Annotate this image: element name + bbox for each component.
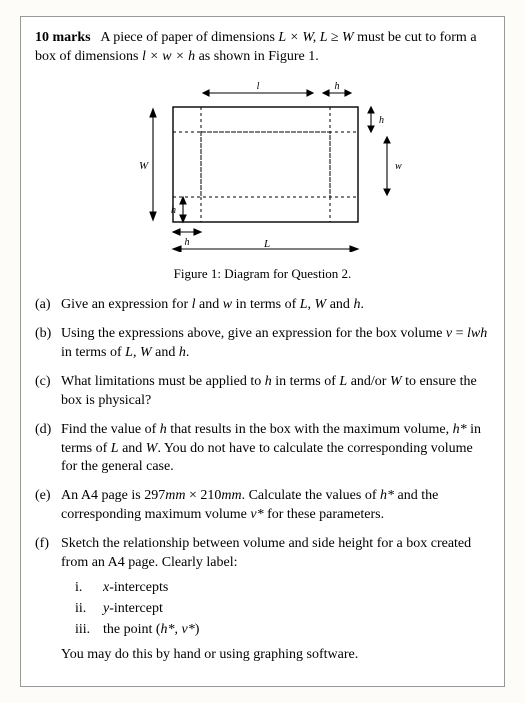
part-text: An A4 page is 297mm × 210mm. Calculate t…: [61, 488, 438, 522]
intro-dim2: l × w × h: [142, 49, 195, 64]
part-label: (f): [35, 535, 49, 554]
part-text: Sketch the relationship between volume a…: [61, 536, 471, 570]
part-label: (e): [35, 487, 51, 506]
roman-item: ii. y-intercept: [75, 600, 490, 619]
part-text: Using the expressions above, give an exp…: [61, 326, 487, 360]
roman-item: i. x-intercepts: [75, 579, 490, 598]
part-label: (b): [35, 325, 51, 344]
part-item: (d) Find the value of h that results in t…: [35, 421, 490, 478]
intro-text-3: as shown in Figure 1.: [195, 49, 319, 64]
fig-label-h-right: h: [379, 115, 384, 126]
part-item: (e) An A4 page is 297mm × 210mm. Calculat…: [35, 487, 490, 525]
part-label: (d): [35, 421, 51, 440]
roman-label: i.: [75, 579, 82, 598]
fig-inner-rect: [201, 132, 330, 197]
intro-text-1: A piece of paper of dimensions: [100, 30, 278, 45]
roman-text: x-intercepts: [103, 580, 168, 595]
fig-label-h-bl: h: [171, 205, 176, 216]
roman-item: iii. the point (h*, v*): [75, 621, 490, 640]
intro-dim1: L × W: [278, 30, 312, 45]
fig-label-h-bot: h: [184, 237, 189, 248]
roman-text: the point (h*, v*): [103, 622, 199, 637]
roman-text: y-intercept: [103, 601, 163, 616]
roman-label: iii.: [75, 621, 90, 640]
part-closing: You may do this by hand or using graphin…: [61, 646, 490, 665]
part-label: (c): [35, 373, 51, 392]
part-item: (a) Give an expression for l and w in ter…: [35, 296, 490, 315]
part-item: (f) Sketch the relationship between volum…: [35, 535, 490, 664]
fig-label-h-top: h: [334, 81, 339, 92]
figure-1: l h h w: [35, 77, 490, 259]
roman-list: i. x-intercepts ii. y-intercept iii. the poin…: [75, 579, 490, 640]
fig-label-w-right: w: [395, 161, 402, 172]
parts-list: (a) Give an expression for l and w in ter…: [35, 296, 490, 664]
marks-label: 10 marks: [35, 30, 91, 45]
roman-label: ii.: [75, 600, 86, 619]
question-intro: 10 marks A piece of paper of dimensions …: [35, 29, 490, 67]
intro-cond: , L ≥ W: [313, 30, 354, 45]
part-item: (b) Using the expressions above, give an …: [35, 325, 490, 363]
part-text: Find the value of h that results in the …: [61, 422, 481, 475]
part-item: (c) What limitations must be applied to h…: [35, 373, 490, 411]
fig-label-l-top: l: [256, 81, 259, 92]
question-block: 10 marks A piece of paper of dimensions …: [20, 16, 505, 687]
part-text: Give an expression for l and w in terms …: [61, 297, 364, 312]
part-label: (a): [35, 296, 51, 315]
part-text: What limitations must be applied to h in…: [61, 374, 477, 408]
fig-label-L-bot: L: [262, 238, 269, 250]
figure-caption: Figure 1: Diagram for Question 2.: [35, 265, 490, 283]
fig-label-W-left: W: [139, 160, 149, 172]
